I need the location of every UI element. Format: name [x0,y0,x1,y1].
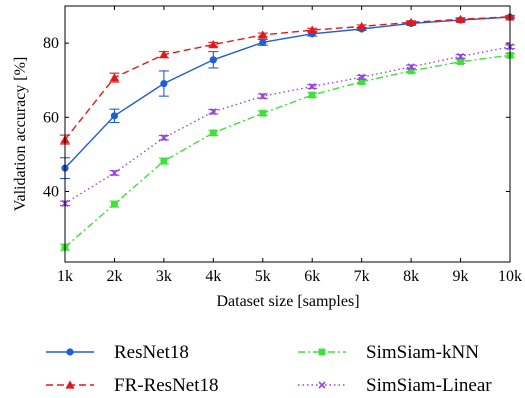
x-tick-label: 10k [498,268,522,285]
x-tick-label: 1k [57,268,73,285]
data-point [357,21,367,31]
series-line [64,16,511,141]
series-line [64,16,511,169]
data-point [308,91,316,99]
data-point [406,17,416,27]
x-tick-label: 6k [304,268,320,285]
data-point [308,82,316,91]
legend-entry-simsiam-knn: SimSiam-kNN [298,342,479,363]
legend-entry-simsiam-linear: SimSiam-Linear [298,375,492,396]
data-point [110,169,119,177]
data-point [407,63,415,71]
series-line [64,54,511,248]
data-point [358,78,366,86]
plot-area [60,12,515,251]
x-tick-label: 8k [403,268,419,285]
series-line [64,46,511,204]
x-tick-label: 2k [106,268,122,285]
data-point [259,92,267,100]
series-resnet18 [60,13,515,180]
data-point [109,73,120,82]
data-point [160,79,168,88]
data-point [358,73,366,81]
legend-marker [318,348,326,356]
legend-marker [318,381,326,389]
x-tick-label: 7k [354,268,370,285]
data-point [259,109,267,117]
legend-marker [65,380,75,389]
data-point [160,134,168,142]
data-point [457,58,464,66]
axes: 1k 2k 3k 4k 5k 6k 7k 8k 9k 10k 40 60 80 [43,5,522,285]
y-tick-label: 60 [43,109,59,126]
data-point [160,157,168,165]
plot-frame [64,5,511,263]
series-simsiam-linear [60,43,515,207]
legend-label: FR-ResNet18 [114,375,219,396]
legend-marker [66,348,74,356]
x-tick-label: 3k [156,268,172,285]
y-tick-label: 80 [43,35,59,52]
legend: ResNet18 FR-ResNet18 SimSiam-kNN SimSiam-Li… [46,342,492,396]
y-axis-title: Validation accuracy [%] [12,57,29,212]
y-tick-label: 40 [43,184,59,201]
data-point [455,14,466,24]
x-tick-label: 5k [255,268,271,285]
legend-entry-resnet18: ResNet18 [46,342,189,363]
data-point [209,108,217,116]
data-point [259,38,267,46]
series-fr-resnet18 [60,12,515,145]
data-point [159,50,169,59]
legend-label: SimSiam-kNN [366,342,479,363]
data-point [456,52,465,61]
x-tick-label: 9k [453,268,469,285]
x-axis-title: Dataset size [samples] [216,293,359,310]
data-point [407,67,415,75]
data-point [208,39,218,49]
data-point [307,25,317,34]
data-point [209,129,217,137]
data-point [111,200,118,208]
legend-entry-fr-resnet18: FR-ResNet18 [46,375,219,396]
series-simsiam-knn [60,51,515,251]
data-point [209,56,217,64]
x-tick-label: 4k [205,268,221,285]
data-point [258,30,268,39]
legend-label: ResNet18 [114,342,189,363]
legend-label: SimSiam-Linear [366,375,492,396]
data-point [110,112,119,120]
